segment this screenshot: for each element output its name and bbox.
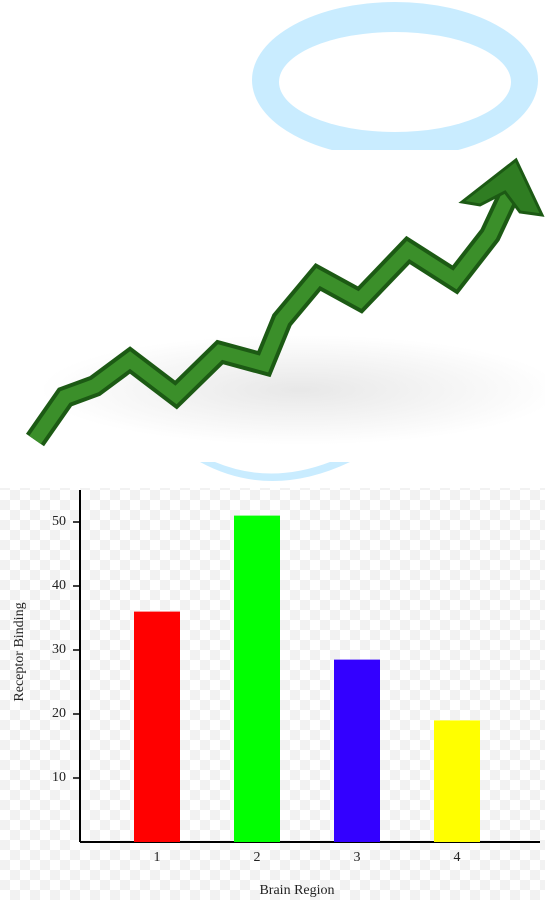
x-tick-label: 1: [154, 850, 161, 865]
y-tick-label: 10: [52, 770, 66, 785]
x-tick-label: 3: [354, 850, 361, 865]
bar: [234, 515, 280, 842]
x-tick-label: 4: [454, 850, 461, 865]
y-tick-label: 40: [52, 578, 66, 593]
bar: [334, 659, 380, 842]
ring-decoration: [252, 2, 538, 158]
y-axis-label: Receptor Binding: [12, 602, 27, 701]
bar-chart: Receptor Binding Brain Region 10 20 30 40 50…: [12, 490, 540, 898]
y-tick-label: 50: [52, 514, 66, 529]
y-tick-label: 30: [52, 642, 66, 657]
growth-arrow-image: [0, 150, 545, 462]
x-tick-label: 2: [254, 850, 261, 865]
x-axis-label: Brain Region: [259, 883, 334, 898]
y-tick-label: 20: [52, 706, 66, 721]
ring-decoration: [200, 462, 350, 481]
bar: [434, 720, 480, 842]
bar: [134, 611, 180, 842]
